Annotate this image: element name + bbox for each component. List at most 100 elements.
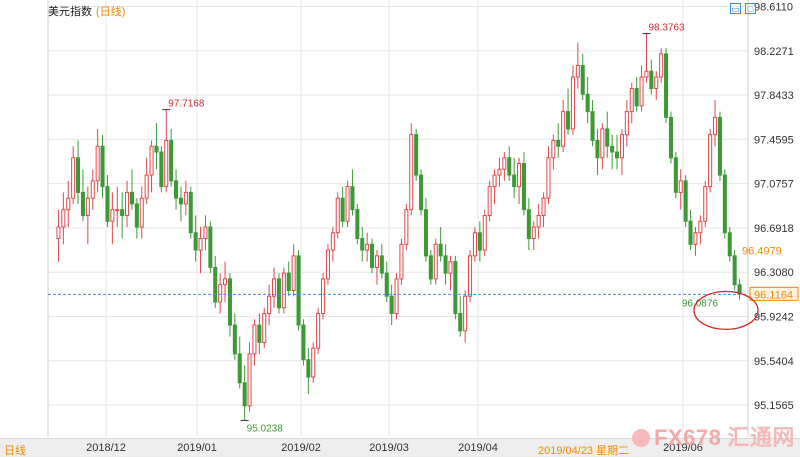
candle-body — [644, 70, 649, 78]
chart-header: 美元指数 (日线) — [48, 3, 125, 19]
candle-body — [693, 232, 698, 245]
candle-body — [115, 209, 120, 212]
candle-body — [360, 238, 365, 251]
candle-body — [321, 278, 326, 315]
candle-body — [531, 226, 536, 240]
candle-body — [125, 191, 130, 216]
x-tick-label: 2019/02 — [281, 442, 321, 454]
candle-body — [575, 64, 580, 78]
candle-body — [340, 197, 345, 222]
candle-body — [546, 157, 551, 199]
y-tick-label: 95.9242 — [754, 312, 794, 324]
restore-window-button[interactable]: ▭ — [730, 3, 741, 14]
period-high-label: 98.3763 — [648, 23, 685, 34]
candle-body — [521, 163, 526, 211]
candle-body — [703, 186, 708, 222]
candle-body — [458, 313, 463, 332]
candle-body — [639, 76, 644, 107]
candle-body — [335, 197, 340, 234]
candle-body — [517, 163, 522, 188]
y-tick-label: 95.1565 — [754, 400, 794, 412]
candle-body — [664, 53, 669, 118]
current-bid-label: 96.0876 — [682, 298, 719, 309]
candle-body — [100, 145, 105, 188]
candle-body — [365, 243, 370, 251]
fx678-watermark: FX678 汇通网 — [632, 420, 795, 452]
candle-body — [178, 197, 183, 205]
y-tick-label: 96.6918 — [754, 223, 794, 235]
maximize-window-button[interactable]: □ — [745, 3, 756, 14]
x-axis-bar: 日线 2018/12 2019/01 2019/02 2019/03 2019/… — [0, 438, 800, 457]
candle-body — [76, 157, 81, 193]
candle-body — [85, 197, 90, 216]
candle-body — [600, 128, 605, 159]
candle-body — [610, 145, 615, 153]
window-controls: ▭ □ — [730, 3, 756, 14]
chart-title: 美元指数 — [48, 6, 92, 18]
candle-body — [306, 359, 311, 378]
candle-body — [477, 232, 482, 251]
candle-body — [291, 255, 296, 291]
footer-period-label[interactable]: 日线 — [4, 445, 26, 457]
candle-body — [203, 226, 208, 240]
x-tick-label: 2018/12 — [86, 442, 126, 454]
candle-body — [208, 226, 213, 268]
y-tick-label: 95.5404 — [754, 356, 794, 368]
candle-body — [468, 255, 473, 297]
fx678-logo-icon — [632, 429, 650, 447]
y-tick-label: 98.2271 — [754, 46, 794, 58]
candle-body — [164, 139, 169, 188]
candle-body — [120, 209, 125, 216]
candle-body — [134, 203, 139, 228]
candle-body — [174, 180, 179, 199]
candle-body — [169, 139, 174, 182]
candle-body — [110, 209, 115, 222]
candle-body — [325, 249, 330, 280]
candle-body — [90, 180, 95, 199]
y-tick-label: 97.8433 — [754, 90, 794, 102]
candle-body — [732, 255, 737, 286]
candle-body — [149, 145, 154, 176]
candle-body — [276, 278, 281, 309]
candle-body — [394, 278, 399, 315]
candle-body — [526, 209, 531, 240]
highlight-circle — [693, 290, 759, 330]
x-tick-label: 2019/06 — [663, 442, 703, 454]
candle-body — [404, 209, 409, 245]
candle-body — [708, 134, 713, 188]
candle-body — [673, 157, 678, 193]
candle-body — [159, 151, 164, 188]
candle-body — [227, 278, 232, 326]
candle-body — [634, 88, 639, 107]
candle-body — [561, 111, 566, 147]
candle-body — [619, 134, 624, 159]
candle-body — [580, 64, 585, 95]
candle-body — [443, 255, 448, 274]
candle-body — [487, 186, 492, 216]
candle-body — [536, 214, 541, 228]
candle-body — [492, 174, 497, 188]
candle-body — [218, 284, 223, 303]
candle-body — [66, 197, 71, 211]
candle-body — [154, 145, 159, 153]
candle-body — [683, 180, 688, 222]
candle-body — [71, 157, 76, 199]
candle-body — [507, 157, 512, 176]
candle-body — [423, 209, 428, 257]
candle-body — [453, 261, 458, 315]
candle-body — [237, 353, 242, 384]
candle-body — [296, 255, 301, 326]
candle-body — [585, 93, 590, 113]
candle-body — [433, 243, 438, 280]
ma-value-label: 96.4979 — [742, 245, 782, 257]
candle-body — [419, 174, 424, 211]
candle-body — [590, 111, 595, 141]
candle-body — [242, 382, 247, 407]
crosshair-date-label: 2019/04/23 星期二 — [538, 445, 630, 457]
candle-body — [355, 209, 360, 240]
candle-body — [213, 266, 218, 303]
chart-period: (日线) — [96, 6, 126, 18]
candle-body — [139, 197, 144, 228]
